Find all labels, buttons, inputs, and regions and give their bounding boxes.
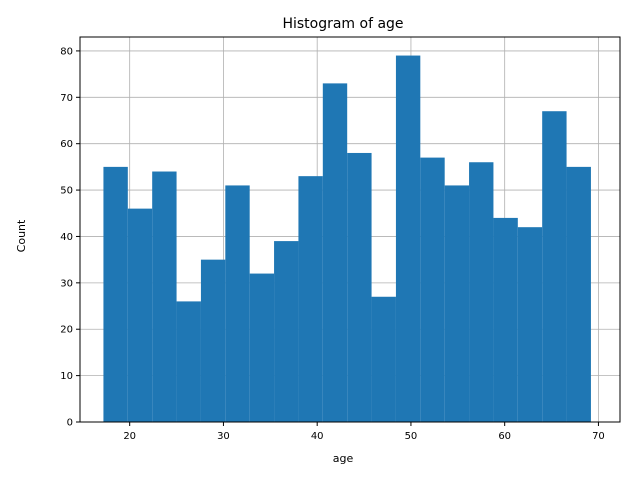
plot-area-frame <box>79 36 621 423</box>
histogram-bar <box>176 301 201 422</box>
histogram-bar <box>542 111 567 423</box>
histogram-bar <box>103 166 128 422</box>
y-tick-label: 30 <box>60 278 73 289</box>
histogram-bar <box>517 227 543 422</box>
histogram-bar <box>469 162 494 422</box>
histogram-bar <box>444 185 470 422</box>
histogram-bar <box>371 296 396 422</box>
histogram-bar <box>249 273 275 422</box>
y-tick-label: 50 <box>60 186 73 197</box>
bars <box>103 55 591 423</box>
histogram-bar <box>322 83 348 422</box>
x-tick-label: 50 <box>405 431 418 442</box>
histogram-bar <box>420 157 445 422</box>
histogram-bar <box>127 208 153 422</box>
histogram-bar <box>298 176 323 422</box>
histogram-bar <box>152 171 177 422</box>
histogram-bar <box>225 185 250 422</box>
histogram-bar <box>493 217 518 422</box>
histogram-bar <box>347 152 372 422</box>
x-tick-label: 30 <box>217 431 230 442</box>
histogram-bar <box>274 241 299 422</box>
y-tick-label: 40 <box>60 232 73 243</box>
histogram-bar <box>200 259 226 422</box>
x-tick-label: 20 <box>123 431 136 442</box>
y-tick-label: 0 <box>67 418 73 429</box>
chart-title: Histogram of age <box>282 16 403 32</box>
y-axis-label: Count <box>15 219 28 252</box>
x-tick-label: 70 <box>592 431 605 442</box>
y-tick-label: 20 <box>60 325 73 336</box>
y-tick-label: 80 <box>60 46 73 57</box>
histogram-bar <box>566 166 591 422</box>
x-tick-label: 40 <box>311 431 324 442</box>
x-axis-label: age <box>333 452 354 465</box>
x-axis-ticks: 20 30 40 50 60 70 <box>123 422 605 442</box>
y-tick-label: 70 <box>60 93 73 104</box>
histogram-bar <box>395 55 421 422</box>
y-tick-label: 60 <box>60 139 73 150</box>
x-tick-label: 60 <box>498 431 511 442</box>
y-axis-ticks: 0 10 20 30 40 50 60 70 80 <box>60 46 80 429</box>
y-tick-label: 10 <box>60 371 73 382</box>
